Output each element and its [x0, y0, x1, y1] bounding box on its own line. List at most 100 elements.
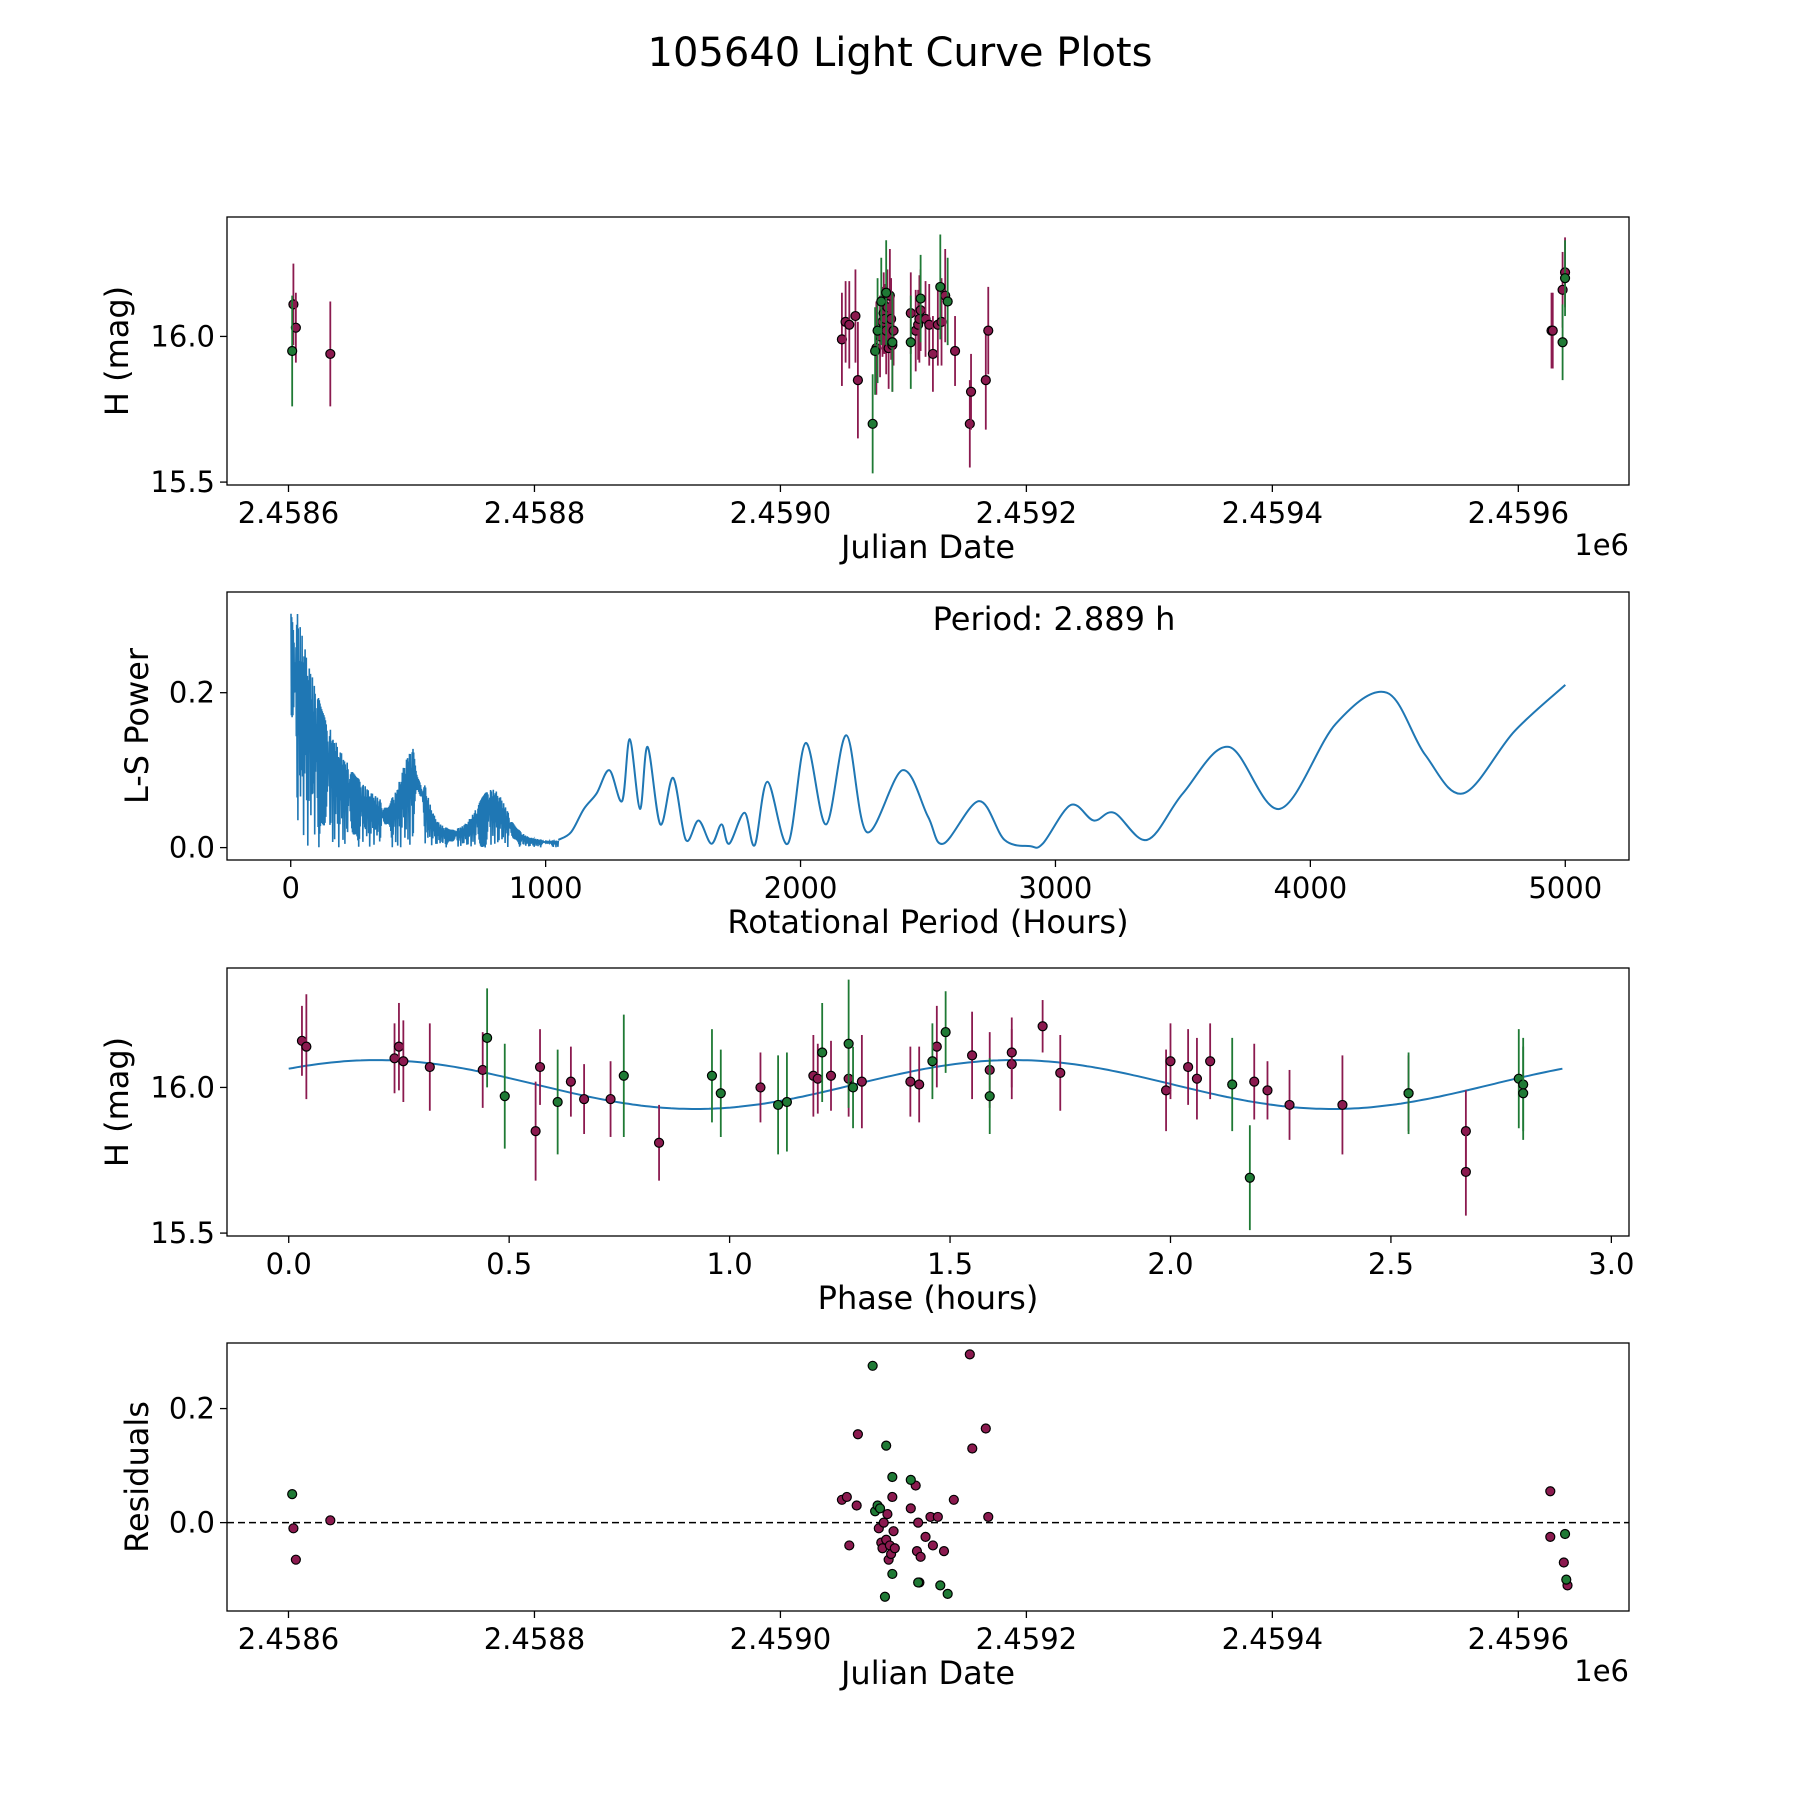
data-point — [530, 1126, 541, 1137]
data-point — [1284, 1099, 1295, 1111]
data-point — [913, 1517, 924, 1528]
data-point — [1191, 1073, 1203, 1084]
residuals-x-label: Julian Date — [839, 1654, 1015, 1692]
data-point — [1561, 1574, 1572, 1585]
data-point — [931, 1041, 942, 1052]
y-tick-label: 0.0 — [169, 831, 215, 865]
data-point — [825, 1070, 837, 1081]
x-tick-label: 2000 — [764, 871, 838, 905]
data-point — [287, 1489, 298, 1500]
data-point — [715, 1088, 726, 1099]
data-point — [887, 1471, 898, 1483]
data-point — [876, 296, 887, 307]
data-point — [847, 1082, 859, 1093]
data-point — [966, 1050, 978, 1061]
data-point — [920, 1531, 931, 1542]
data-point — [812, 1073, 823, 1084]
data-point — [1183, 1061, 1194, 1073]
x-tick-label: 1.5 — [927, 1247, 973, 1281]
data-point — [905, 1503, 916, 1514]
phased-axes-frame — [226, 967, 1630, 1237]
data-point — [867, 418, 878, 429]
data-point — [1244, 1172, 1255, 1183]
data-point — [888, 1526, 899, 1537]
data-point — [325, 348, 336, 360]
data-point — [980, 375, 991, 386]
data-point — [932, 1511, 943, 1523]
x-tick-label: 2.4596 — [1468, 496, 1569, 530]
residuals-panel: 2.4586 2.4588 2.4590 2.4592 2.4594 2.4596 0.0 0… — [118, 1342, 1630, 1692]
data-point — [706, 1070, 718, 1081]
data-point — [325, 1515, 336, 1526]
data-point — [1262, 1085, 1273, 1096]
data-point — [393, 1041, 405, 1052]
lightcurve-marks — [287, 234, 1571, 474]
x-tick-label: 1000 — [509, 871, 583, 905]
data-point — [565, 1076, 576, 1087]
x-tick-label: 2.4590 — [730, 1622, 831, 1656]
y-tick-label: 15.5 — [150, 1216, 215, 1250]
x-tick-label: 2.4590 — [730, 496, 831, 530]
x-tick-label: 2.0 — [1147, 1247, 1193, 1281]
data-point — [477, 1064, 488, 1076]
data-point — [905, 1474, 916, 1485]
phased-y-label: H (mag) — [98, 1037, 136, 1167]
data-point — [290, 1554, 301, 1565]
data-point — [605, 1093, 616, 1105]
data-point — [424, 1061, 435, 1073]
data-point — [935, 1580, 946, 1591]
data-point — [1518, 1088, 1529, 1099]
data-point — [942, 296, 953, 307]
x-tick-label: 4000 — [1273, 871, 1347, 905]
data-point — [1165, 1056, 1176, 1067]
data-point — [288, 1523, 299, 1534]
data-point — [915, 293, 926, 304]
data-point — [1006, 1047, 1017, 1058]
period-annotation: Period: 2.889 h — [933, 600, 1176, 638]
data-point — [984, 1091, 995, 1102]
periodogram-panel: 0 1000 2000 3000 4000 5000 0.0 0.2 Period: 2.88… — [118, 591, 1630, 941]
data-point — [817, 1047, 828, 1058]
data-point — [887, 337, 898, 348]
data-point — [841, 1491, 852, 1503]
data-point — [938, 1546, 950, 1557]
data-point — [1249, 1076, 1260, 1087]
data-point — [1055, 1067, 1066, 1078]
x-tick-label: 2.4594 — [1222, 496, 1323, 530]
data-point — [1160, 1085, 1172, 1096]
data-point — [1559, 273, 1571, 284]
data-point — [1460, 1166, 1471, 1178]
data-point — [905, 1076, 916, 1087]
data-point — [915, 1551, 926, 1562]
data-point — [888, 325, 899, 336]
x-tick-label: 2.4594 — [1222, 1622, 1323, 1656]
data-point — [851, 1500, 862, 1511]
data-point — [856, 1076, 867, 1087]
data-point — [965, 386, 977, 397]
data-point — [940, 1026, 951, 1038]
data-point — [499, 1091, 510, 1102]
y-tick-label: 0.0 — [169, 1506, 215, 1540]
data-point — [889, 1543, 900, 1554]
data-point — [881, 287, 892, 298]
data-point — [964, 1349, 975, 1360]
lightcurve-axes-frame — [226, 216, 1630, 486]
x-tick-label: 2.4588 — [484, 496, 585, 530]
data-point — [983, 325, 994, 336]
phased-ticks: 0.0 0.5 1.0 1.5 2.0 2.5 3.0 15.5 16.0 — [150, 1070, 1634, 1281]
x-tick-label: 0 — [282, 871, 300, 905]
data-point — [879, 1591, 891, 1602]
phased-panel: 0.0 0.5 1.0 1.5 2.0 2.5 3.0 15.5 16.0 Phase (hou… — [98, 967, 1634, 1317]
data-point — [882, 1508, 893, 1520]
lightcurve-ticks: 2.4586 2.4588 2.4590 2.4592 2.4594 2.4596 15.5… — [150, 319, 1569, 530]
data-point — [773, 1099, 784, 1111]
data-point — [552, 1096, 563, 1108]
data-point — [398, 1056, 409, 1067]
data-point — [914, 1079, 925, 1090]
data-point — [1547, 325, 1558, 336]
data-point — [1545, 1486, 1556, 1497]
data-point — [618, 1070, 629, 1081]
data-point — [850, 310, 861, 322]
data-point — [534, 1061, 546, 1073]
